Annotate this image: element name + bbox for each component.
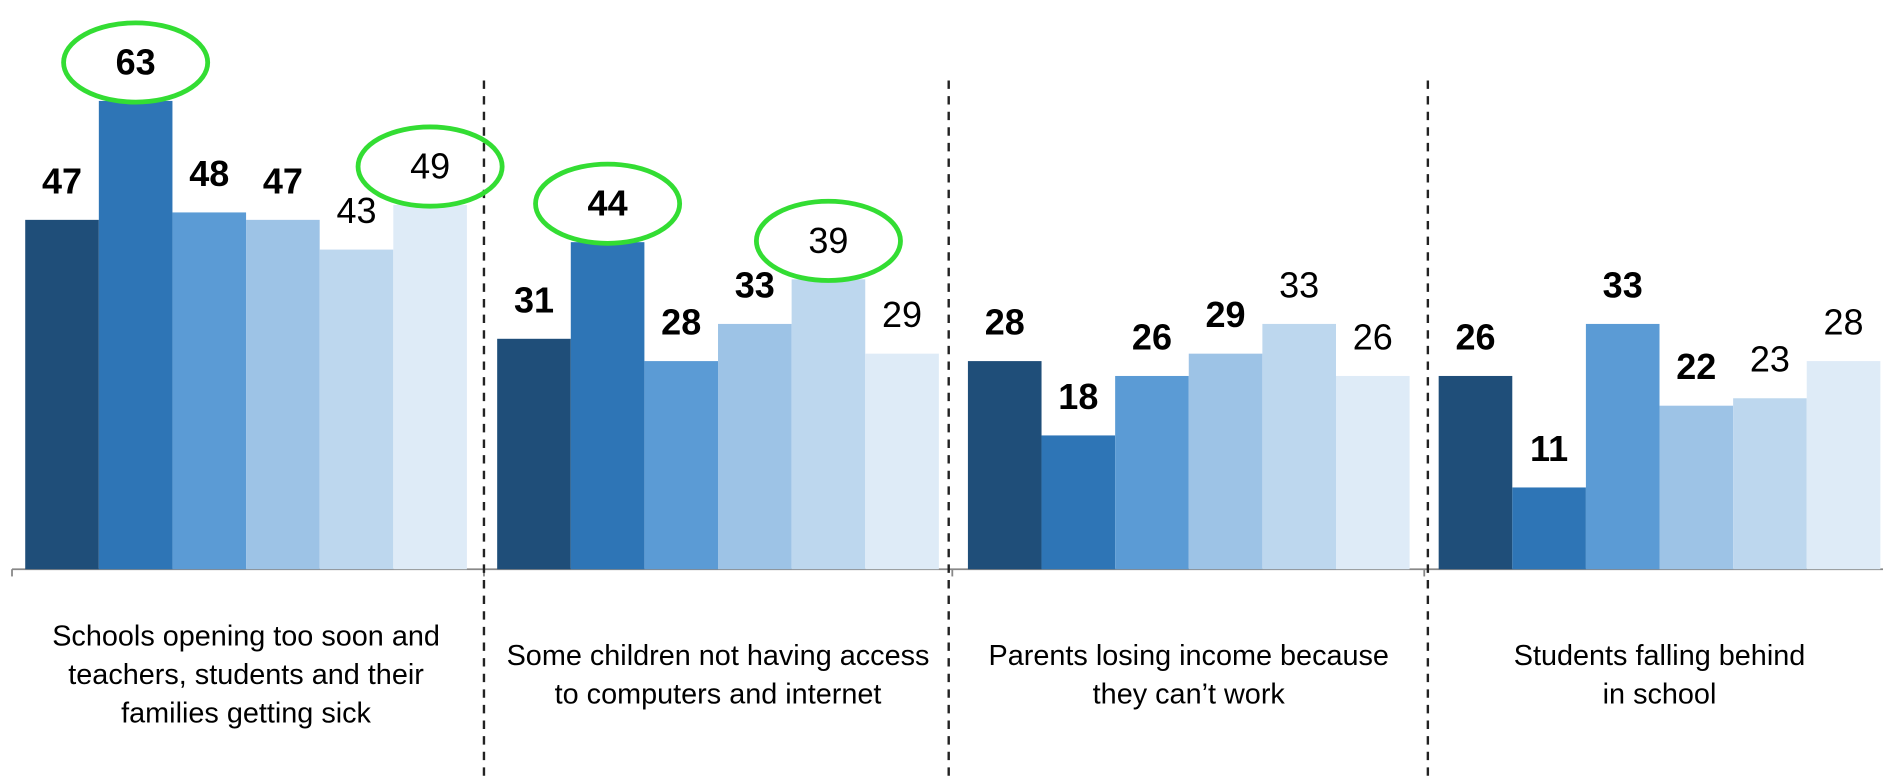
x-tick-label: Schools opening too soon and teachers, st… <box>52 620 440 729</box>
x-tick-label: Some children not having access to comput… <box>507 640 930 710</box>
data-label: 11 <box>1530 428 1568 469</box>
data-label: 29 <box>1206 294 1246 335</box>
data-label: 63 <box>116 41 156 82</box>
bar <box>319 249 394 570</box>
bar <box>1806 361 1881 570</box>
bar <box>393 204 467 570</box>
bar <box>246 219 320 570</box>
data-label: 28 <box>661 302 701 343</box>
highlight-circle <box>753 198 903 283</box>
bar <box>497 338 571 570</box>
data-label: 39 <box>808 220 848 261</box>
bar <box>570 242 645 570</box>
data-label: 26 <box>1353 316 1393 357</box>
data-label: 48 <box>189 153 229 194</box>
x-tick-label: Parents losing income because they can’t … <box>989 640 1389 710</box>
bar <box>1438 375 1513 570</box>
bar <box>172 212 247 570</box>
bar <box>1585 323 1660 570</box>
highlight-circle <box>355 124 505 209</box>
highlight-circle <box>533 161 683 246</box>
data-label: 47 <box>263 160 303 201</box>
bar <box>98 100 173 570</box>
bar <box>1188 353 1263 570</box>
highlight-circle <box>61 20 211 105</box>
bar <box>1659 405 1734 570</box>
bar <box>967 361 1042 570</box>
data-label: 47 <box>42 160 82 201</box>
data-label: 44 <box>588 183 628 224</box>
data-label: 33 <box>735 264 775 305</box>
data-label: 33 <box>1603 264 1643 305</box>
bar <box>791 279 866 570</box>
bar <box>25 219 99 570</box>
data-label: 18 <box>1058 376 1098 417</box>
bar <box>718 323 792 570</box>
bar <box>1041 435 1116 570</box>
bar <box>1733 398 1807 570</box>
data-label: 33 <box>1279 264 1319 305</box>
data-label: 28 <box>985 302 1025 343</box>
x-tick-label: Students falling behind in school <box>1514 640 1806 710</box>
data-label: 31 <box>514 279 554 320</box>
data-label: 29 <box>882 294 922 335</box>
bar <box>1512 487 1586 570</box>
data-label: 43 <box>336 190 376 231</box>
data-label: 26 <box>1455 316 1495 357</box>
bar <box>1262 323 1336 570</box>
bar <box>865 353 939 570</box>
data-label: 23 <box>1750 339 1790 380</box>
data-label: 49 <box>410 145 450 186</box>
bar <box>1335 375 1410 570</box>
data-label: 26 <box>1132 316 1172 357</box>
data-label: 22 <box>1676 346 1716 387</box>
bar <box>1115 375 1189 570</box>
data-label: 28 <box>1824 302 1864 343</box>
bar <box>644 361 719 570</box>
